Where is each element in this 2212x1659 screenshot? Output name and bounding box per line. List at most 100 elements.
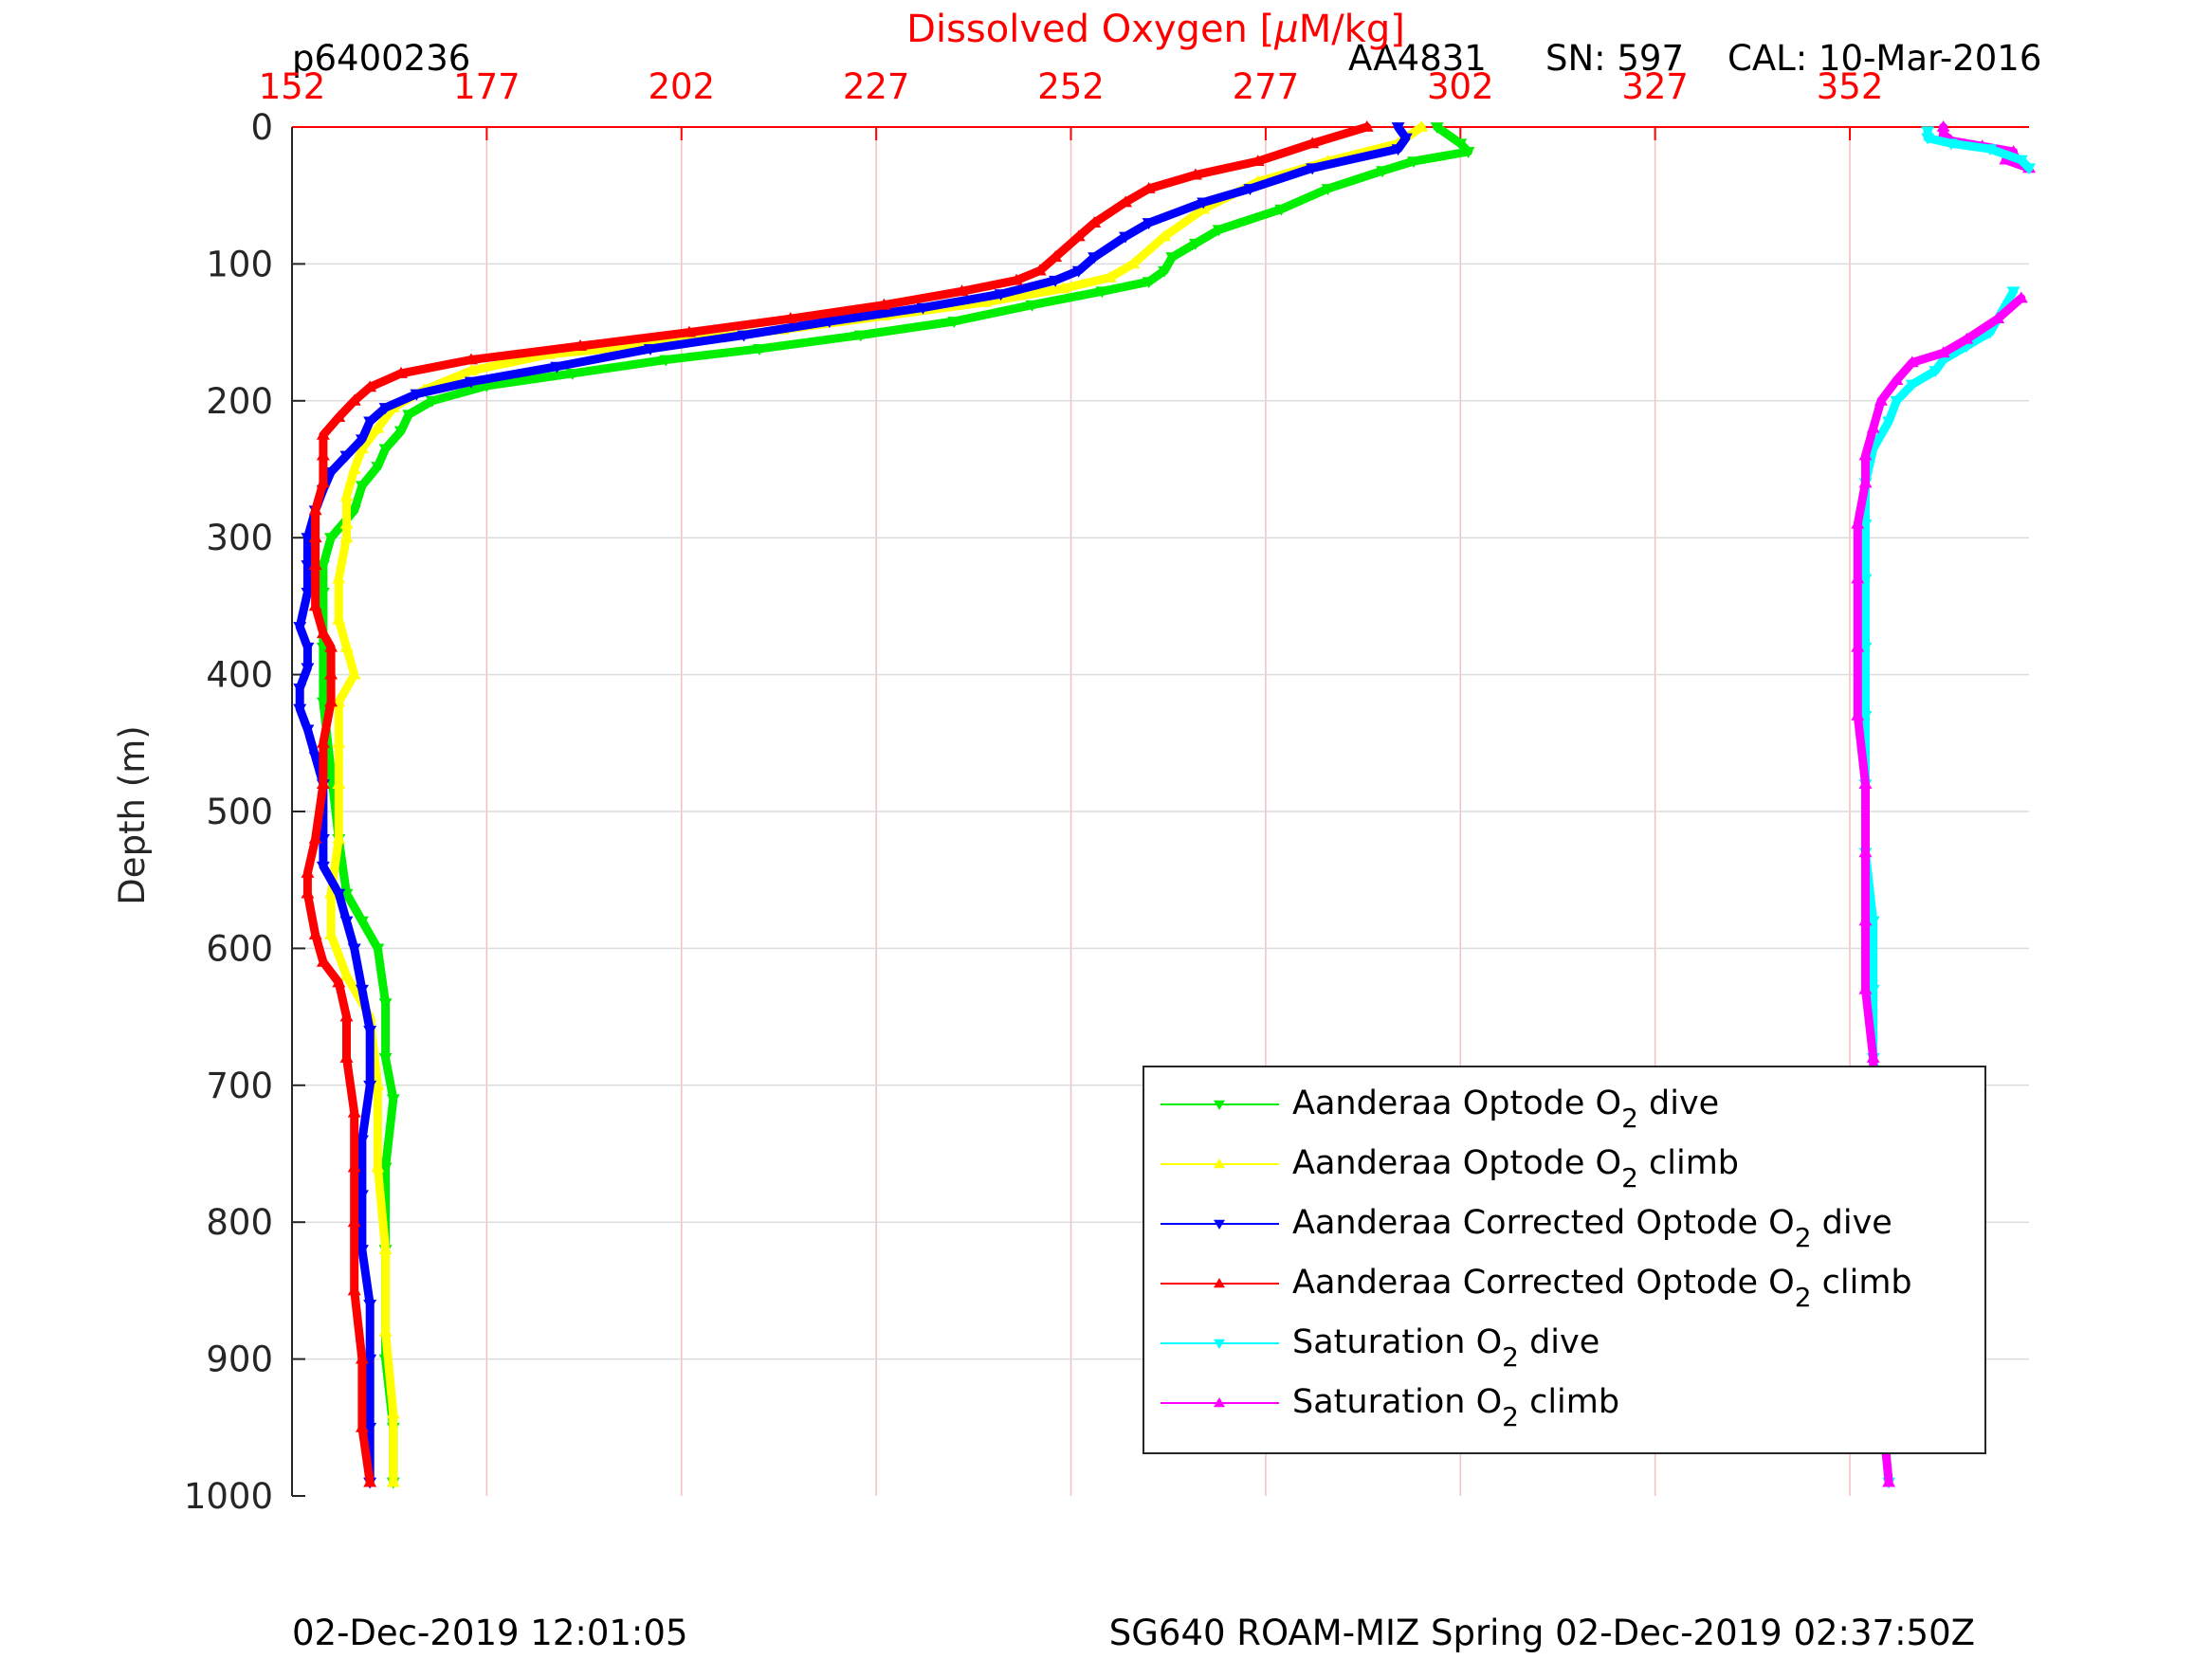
data-point	[1944, 138, 1958, 151]
data-point	[339, 1050, 354, 1063]
legend-swatch-marker	[1214, 1278, 1225, 1288]
data-point	[355, 1190, 369, 1202]
data-point	[1866, 984, 1880, 996]
data-point	[853, 330, 868, 342]
data-point	[480, 381, 494, 392]
data-point	[332, 831, 346, 844]
data-point	[394, 426, 409, 438]
data-point	[1890, 395, 1904, 408]
data-point	[301, 886, 315, 899]
y-tick-label: 200	[206, 381, 273, 422]
data-point	[1165, 252, 1179, 264]
data-point	[347, 505, 361, 518]
data-point	[1071, 229, 1086, 242]
data-point	[1415, 120, 1429, 132]
y-tick-label: 500	[206, 792, 273, 832]
x-axis-title-suffix: M/kg]	[1299, 8, 1405, 51]
data-point	[308, 531, 322, 543]
data-point	[1991, 312, 2005, 324]
data-point	[363, 380, 377, 392]
legend-swatch-marker	[1214, 1397, 1225, 1408]
y-tick-label: 400	[206, 655, 273, 696]
data-point	[1983, 144, 1997, 156]
data-point	[347, 1284, 361, 1296]
data-point	[1321, 184, 1335, 195]
data-point	[363, 1299, 377, 1311]
data-point	[1905, 356, 1919, 368]
data-point	[1243, 184, 1257, 195]
data-point	[1851, 572, 1865, 584]
data-point	[1142, 277, 1156, 289]
data-point	[363, 1354, 377, 1366]
data-point	[355, 481, 369, 493]
data-point	[301, 866, 315, 878]
data-point	[301, 560, 315, 573]
data-point	[308, 752, 322, 764]
x-tick-label: 277	[1233, 66, 1300, 107]
y-axis-title: Depth (m)	[112, 725, 153, 904]
data-point	[355, 442, 369, 454]
data-point	[378, 403, 393, 415]
data-point	[1890, 374, 1904, 386]
data-point	[464, 376, 478, 389]
data-point	[347, 393, 361, 406]
x-tick-label: 302	[1427, 66, 1494, 107]
x-axis-title-prefix: Dissolved Oxygen [	[906, 8, 1274, 51]
data-point	[1882, 416, 1896, 428]
data-point	[1033, 264, 1047, 276]
data-point	[332, 410, 346, 423]
sensor-label: AA4831	[1348, 38, 1487, 79]
data-point	[1071, 265, 1086, 278]
data-point	[1936, 127, 1950, 139]
data-point	[308, 599, 322, 611]
data-point	[1858, 914, 1873, 926]
data-point	[1142, 218, 1156, 230]
data-point	[1858, 642, 1873, 654]
x-tick-label: 152	[259, 66, 326, 107]
data-point	[316, 448, 330, 461]
data-point	[1858, 448, 1873, 461]
data-point	[1858, 574, 1873, 586]
data-point	[565, 369, 579, 380]
legend-swatch-marker	[1214, 1219, 1225, 1230]
data-point	[1936, 120, 1950, 132]
data-point	[1158, 265, 1172, 278]
data-point	[316, 560, 330, 573]
data-point	[1858, 476, 1873, 488]
data-point	[371, 462, 385, 474]
data-point	[877, 298, 891, 310]
data-point	[1398, 133, 1413, 145]
legend-box	[1143, 1066, 1986, 1454]
serial-label: SN: 597	[1545, 38, 1684, 79]
data-point	[308, 927, 322, 939]
data-point	[682, 325, 696, 337]
data-point	[316, 697, 330, 709]
data-point	[316, 588, 330, 599]
data-point	[293, 684, 307, 696]
legend-entry-label: Saturation O2 climb	[1292, 1383, 1619, 1432]
data-point	[308, 831, 322, 844]
data-point	[1391, 122, 1405, 134]
data-point	[371, 421, 385, 433]
y-tick-label: 1000	[184, 1476, 273, 1517]
y-tick-label: 900	[206, 1340, 273, 1380]
data-point	[316, 777, 330, 790]
data-point	[347, 943, 361, 956]
data-point	[355, 984, 369, 996]
data-point	[1858, 777, 1873, 790]
data-point	[1858, 846, 1873, 858]
data-point	[822, 317, 836, 329]
data-point	[425, 395, 439, 408]
data-point	[1376, 166, 1390, 178]
data-point	[1306, 163, 1320, 175]
data-point	[402, 410, 416, 422]
data-point	[378, 1324, 393, 1337]
data-point	[355, 1135, 369, 1147]
data-point	[301, 724, 315, 737]
data-point	[1158, 229, 1172, 242]
data-point	[573, 339, 587, 351]
data-point	[316, 861, 330, 873]
data-point	[378, 1162, 393, 1175]
data-point	[1905, 379, 1919, 392]
data-point	[947, 317, 961, 329]
